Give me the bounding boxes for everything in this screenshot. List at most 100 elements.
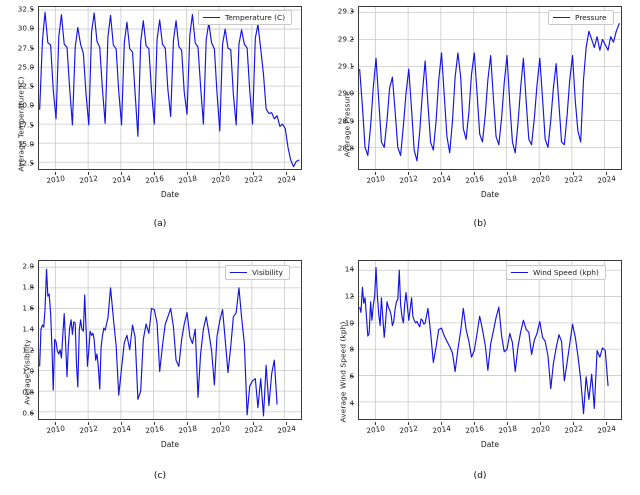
y-tick-label: 28.8 (337, 143, 354, 153)
y-tick-mark (351, 269, 354, 271)
x-tick-mark (120, 172, 122, 175)
x-tick-mark (506, 422, 508, 425)
x-tick-label: 2012 (78, 173, 98, 186)
x-tick-label: 2018 (497, 423, 517, 436)
y-tick-mark (351, 376, 354, 377)
y-tick-mark (351, 322, 354, 324)
x-tick-label: 2024 (596, 423, 616, 436)
y-tick-label: 1.0 (22, 366, 34, 376)
legend-line-icon (230, 272, 247, 273)
y-tick-mark (31, 391, 34, 393)
x-tick-mark (87, 172, 89, 175)
y-tick-label: 20.0 (17, 100, 34, 110)
x-tick-label: 2018 (177, 173, 197, 186)
panel-b-caption: (b) (473, 218, 487, 229)
y-tick-mark (351, 402, 354, 404)
panel-c-caption: (c) (153, 470, 167, 481)
panel-c-xticks: 2010 2012 2014 2016 2018 2020 2022 2024 (38, 422, 302, 444)
y-tick-mark (31, 66, 34, 68)
x-tick-mark (252, 172, 254, 175)
y-tick-mark (31, 370, 34, 372)
x-tick-label: 2012 (78, 423, 98, 436)
y-tick-mark (31, 287, 34, 289)
x-tick-mark (605, 172, 607, 175)
x-tick-label: 2024 (596, 173, 616, 186)
y-tick-label: 2.0 (22, 261, 34, 271)
x-tick-label: 2012 (398, 173, 418, 186)
x-tick-label: 2010 (45, 423, 65, 436)
panel-c-legend: Visibility (225, 265, 290, 280)
x-tick-label: 2024 (276, 423, 296, 436)
x-tick-mark (506, 172, 508, 175)
panel-c-xlabel: Date (160, 440, 180, 449)
x-tick-label: 2022 (563, 423, 583, 436)
y-tick-mark (31, 47, 34, 49)
y-tick-label: 25.0 (17, 62, 34, 72)
y-tick-mark (351, 120, 354, 122)
y-tick-mark (31, 349, 34, 351)
x-tick-mark (374, 172, 376, 175)
y-tick-mark (31, 308, 34, 310)
panel-a-legend: Temperature (C) (198, 10, 293, 25)
y-tick-label: 10 (344, 318, 354, 328)
x-tick-label: 2020 (210, 423, 230, 436)
y-tick-label: 27.5 (17, 43, 34, 53)
y-tick-mark (31, 86, 34, 88)
x-tick-label: 2014 (431, 173, 451, 186)
x-tick-mark (54, 172, 56, 175)
y-tick-label: 0.8 (22, 387, 34, 397)
y-tick-label: 30.0 (17, 23, 34, 33)
legend-line-icon (511, 272, 528, 273)
panel-b-xlabel: Date (480, 190, 500, 199)
x-tick-mark (120, 422, 122, 425)
x-tick-label: 2014 (111, 173, 131, 186)
y-tick-label: 32.5 (17, 4, 34, 14)
y-tick-label: 29.1 (337, 61, 354, 71)
panel-c-visibility: Average Visibility 0.6 0.8 1.0 1.2 1.4 1.6 1.8… (0, 248, 320, 495)
x-tick-label: 2022 (243, 173, 263, 186)
x-tick-label: 2016 (144, 173, 164, 186)
y-tick-label: 12.5 (17, 158, 34, 168)
x-tick-label: 2016 (144, 423, 164, 436)
panel-d-caption: (d) (473, 470, 487, 481)
x-tick-label: 2010 (365, 423, 385, 436)
y-tick-mark (31, 9, 34, 11)
panel-a-axes (38, 6, 302, 170)
y-tick-label: 1.2 (22, 345, 34, 355)
panel-d-xlabel: Date (480, 440, 500, 449)
x-tick-label: 2018 (177, 423, 197, 436)
x-tick-label: 2016 (464, 173, 484, 186)
legend-line-icon (203, 17, 220, 18)
y-tick-label: 28.9 (337, 116, 354, 126)
panel-a-caption: (a) (153, 218, 167, 229)
x-tick-mark (572, 172, 574, 175)
x-tick-mark (285, 422, 287, 425)
x-tick-mark (407, 422, 409, 425)
x-tick-mark (219, 422, 221, 425)
panel-d-plot (359, 261, 621, 419)
y-tick-mark (351, 148, 354, 150)
panel-b-yticks: 28.8 28.9 29.0 29.1 29.2 29.3 (320, 6, 354, 170)
y-tick-mark (31, 124, 34, 126)
x-tick-mark (153, 172, 155, 175)
y-tick-label: 29.3 (337, 6, 354, 16)
x-tick-label: 2010 (365, 173, 385, 186)
y-tick-mark (351, 11, 354, 13)
y-tick-mark (31, 28, 34, 30)
y-tick-label: 1.8 (22, 282, 34, 292)
x-tick-mark (374, 422, 376, 425)
x-tick-mark (440, 422, 442, 425)
y-tick-label: 1.6 (22, 303, 34, 313)
x-tick-mark (186, 172, 188, 175)
y-tick-mark (351, 38, 354, 40)
y-tick-label: 29.2 (337, 34, 354, 44)
panel-a-temperature: Average Temperature (C) 12.5 15.0 17.5 20.0… (0, 0, 320, 247)
x-tick-mark (473, 422, 475, 425)
x-tick-mark (87, 422, 89, 425)
x-tick-mark (186, 422, 188, 425)
panel-d-axes (358, 260, 622, 420)
y-tick-mark (31, 329, 34, 331)
panel-a-xticks: 2010 2012 2014 2016 2018 2020 2022 2024 (38, 172, 302, 194)
x-tick-label: 2022 (243, 423, 263, 436)
panel-c-legend-label: Visibility (252, 268, 283, 277)
